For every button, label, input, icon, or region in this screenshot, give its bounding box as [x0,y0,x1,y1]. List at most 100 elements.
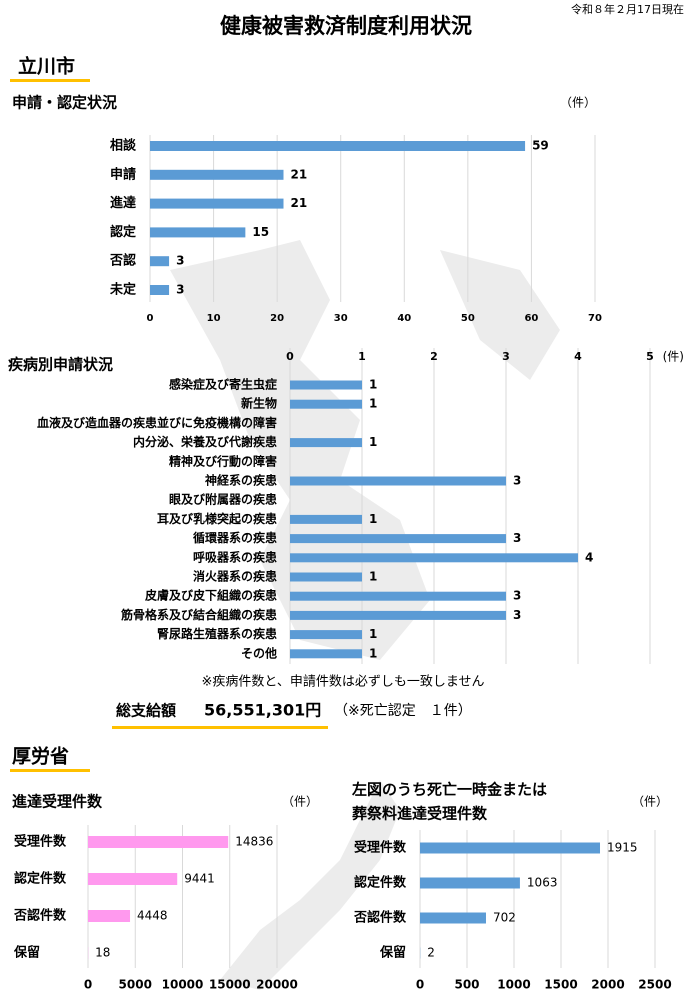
unit: （件） [282,795,318,809]
value-label: 1 [369,435,377,449]
bar [290,399,362,409]
x-tick-label: 70 [588,313,602,324]
value-label: 1 [369,627,377,641]
category-label: 認定件数 [14,871,67,887]
value-label: 1 [369,570,377,584]
category-label: 血液及び造血器の疾患並びに免疫機構の障害 [37,415,277,430]
bar [420,877,520,889]
value-label: 15 [252,225,269,239]
bar [290,649,362,659]
x-tick-label: 0 [416,978,424,992]
category-label: 認定件数 [354,875,407,891]
x-tick-label: 3 [502,350,510,363]
value-label: 3 [513,608,521,622]
value-label: 9441 [184,872,215,886]
section-underline [10,769,90,772]
bar [420,842,601,854]
value-label: 3 [513,589,521,603]
category-label: 筋骨格系及び結合組織の疾患 [120,607,277,622]
bar [290,630,362,640]
bar [290,534,506,544]
section-underline [10,79,90,82]
value-label: 702 [493,911,516,925]
bar [150,169,284,180]
chart-title: 申請・認定状況 [12,94,117,112]
category-label: 神経系の疾患 [205,473,277,488]
x-tick-label: 30 [334,313,348,324]
bar [150,141,526,151]
x-tick-label: 2000 [591,978,624,992]
bar [420,912,486,924]
category-label: 皮膚及び皮下組織の疾患 [144,588,277,603]
x-tick-label: 10000 [162,978,204,992]
chart-title: 進達受理件数 [12,793,103,811]
value-label: 1 [369,512,377,526]
value-label: 1063 [527,876,558,890]
value-label: 18 [95,946,110,960]
category-label: 眼及び附属器の疾患 [169,492,277,507]
x-tick-label: 5 [646,350,654,363]
x-tick-label: 0 [84,978,92,992]
chart-title: 左図のうち死亡一時金または [351,781,547,799]
value-label: 14836 [235,835,273,849]
x-tick-label: 20 [270,313,284,324]
x-tick-label: 40 [397,313,411,324]
value-label: 59 [532,139,549,153]
value-label: 4448 [137,909,168,923]
category-label: 呼吸器系の疾患 [193,549,277,564]
bar [88,910,131,922]
category-label: 否認件数 [13,908,67,924]
x-tick-label: 15000 [209,978,251,992]
category-label: 腎尿路生殖器系の疾患 [157,626,277,641]
x-tick-label: 60 [524,313,538,324]
x-tick-label: 2500 [638,978,671,992]
bar [290,514,362,524]
date: 令和８年２月17日現在 [571,2,684,16]
category-label: 循環器系の疾患 [193,530,277,545]
value-label: 21 [291,167,308,181]
total-remark: （※死亡認定 １件） [334,703,472,719]
section-title: 立川市 [18,55,75,78]
bar [290,438,362,448]
category-label: 消火器系の疾患 [193,569,277,584]
category-label: 認定 [110,224,136,240]
chart-title: 葬祭料進達受理件数 [352,805,488,823]
x-tick-label: 0 [147,313,154,324]
value-label: 1915 [607,841,638,855]
value-label: 2 [427,946,435,960]
value-label: 21 [291,196,308,210]
category-label: 精神及び行動の障害 [169,453,277,468]
unit: （件） [560,96,596,110]
x-tick-label: 50 [461,313,475,324]
unit: （件） [632,795,668,809]
chart-title: 疾病別申請状況 [8,356,113,374]
value-label: 3 [176,283,184,297]
category-label: 否認 [109,253,136,269]
page-title: 健康被害救済制度利用状況 [220,14,472,38]
x-tick-label: 0 [286,350,294,363]
value-label: 3 [513,531,521,545]
value-label: 1 [369,646,377,660]
category-label: 受理件数 [14,834,67,850]
category-label: 進達 [110,195,136,211]
x-tick-label: 1 [358,350,366,363]
x-tick-label: 1000 [497,978,530,992]
value-label: 1 [369,378,377,392]
value-label: 1 [369,397,377,411]
x-tick-label: 500 [454,978,479,992]
category-label: 否認件数 [353,910,407,926]
category-label: 保留 [379,945,406,961]
bar [150,198,284,209]
category-label: 保留 [13,945,40,961]
bar [150,227,246,238]
category-label: 受理件数 [354,840,407,856]
x-tick-label: 20000 [256,978,298,992]
total-label: 総支給額 [116,702,176,720]
value-label: 4 [585,550,593,564]
bar [290,610,506,620]
note: ※疾病件数と、申請件数は必ずしも一致しません [202,675,485,690]
x-tick-label: 10 [207,313,221,324]
category-label: 感染症及び寄生虫症 [169,377,277,392]
category-label: その他 [241,645,277,660]
